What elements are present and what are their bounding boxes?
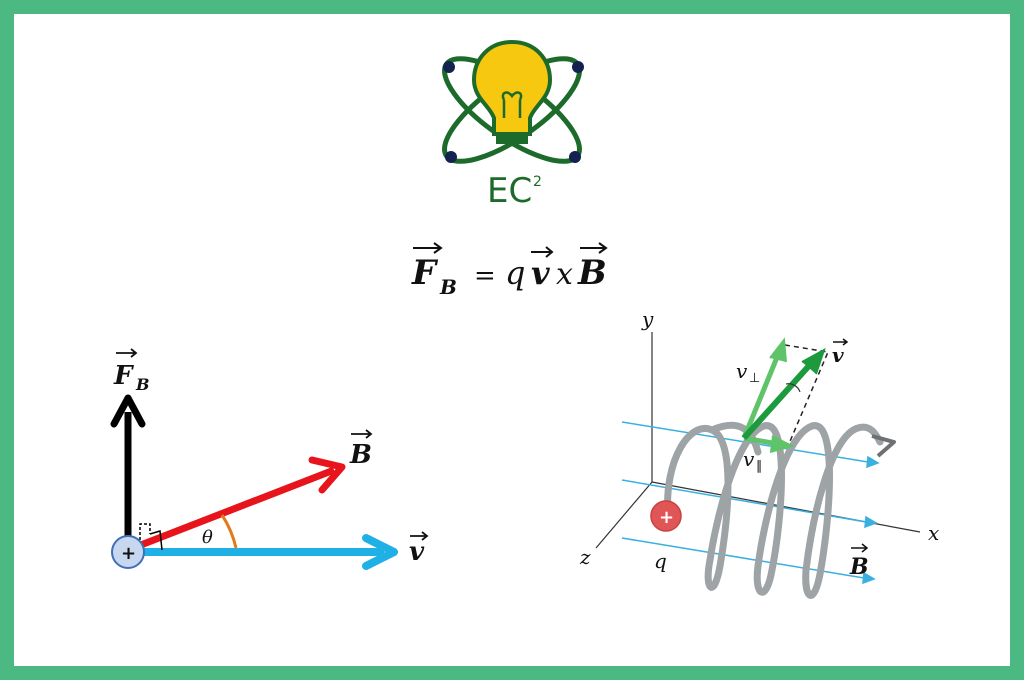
charge-label: q [654,549,667,573]
electron-dot [572,61,584,73]
right-diagram: y x z + q v v [579,307,939,599]
left-diagram: + F B B v θ [110,348,429,570]
x-axis-label: x [928,521,939,545]
charge-sign: + [121,543,136,564]
equation-field: B [577,253,607,293]
field-label: B [349,440,372,470]
diagram-canvas: EC 2 F B = q v x B + F B B [110,39,939,599]
equation-velocity: v [531,254,550,292]
x-axis [651,481,921,533]
right-angle-marker [139,523,151,550]
velocity-arrow [741,355,819,441]
charge-circle [111,535,145,569]
v-par-arrow-head [769,435,795,453]
angle-label: θ [202,527,213,548]
dashed-construction [784,344,830,447]
bulb-filament [501,91,523,118]
equation-cross: x [556,257,573,292]
diagram-frame: EC 2 F B = q v x B + F B B [14,14,1010,666]
bulb-base [496,134,528,144]
logo-superscript: 2 [533,174,542,190]
y-axis-label: y [641,307,654,331]
vector-arrow-icon [531,246,554,258]
lightbulb-icon [471,39,553,136]
field-arrow [126,466,336,554]
equation: F B = q v x B [411,242,608,299]
vector-arrow-icon [580,242,608,254]
equation-force-subscript: B [439,275,457,299]
field-arrow-head [308,456,346,494]
right-angle-marker [149,530,163,551]
z-axis [595,481,653,549]
helix-path [664,421,884,599]
equation-charge: q [505,254,525,292]
logo: EC 2 [442,39,584,211]
equation-equals: = [474,261,496,291]
force-label: F [113,361,134,391]
equation-force: F [411,253,439,293]
logo-text: EC [487,171,532,211]
velocity-label: v [409,537,425,567]
v-perp-arrow-head [769,337,787,363]
velocity-arrow-head [362,534,398,570]
vector-arrow-icon [410,531,429,541]
v-par-label: v [743,447,755,471]
v-par-subscript: ∥ [756,459,763,474]
velocity-arrow-head [801,347,826,375]
v-perp-subscript: ⊥ [749,371,760,386]
charge-circle [650,500,682,532]
velocity-label: v [832,343,844,367]
v-perp-label: v [736,359,748,383]
angle-arc [785,383,801,393]
electron-dot [445,151,457,163]
vector-arrow-icon [116,348,138,358]
vector-arrow-icon [833,338,849,346]
z-axis-label: z [579,545,591,569]
field-label: B [849,554,869,580]
force-arrow-head [110,394,146,428]
angle-arc [220,514,238,549]
vector-arrow-icon [351,429,373,439]
charge-sign: + [659,507,674,528]
v-perp-arrow [741,349,783,439]
force-label-subscript: B [135,375,150,394]
helix-arrow-head [871,434,896,458]
electron-dot [443,61,455,73]
vector-arrow-icon [851,543,869,553]
electron-dot [569,151,581,163]
vector-arrow-icon [413,242,443,254]
